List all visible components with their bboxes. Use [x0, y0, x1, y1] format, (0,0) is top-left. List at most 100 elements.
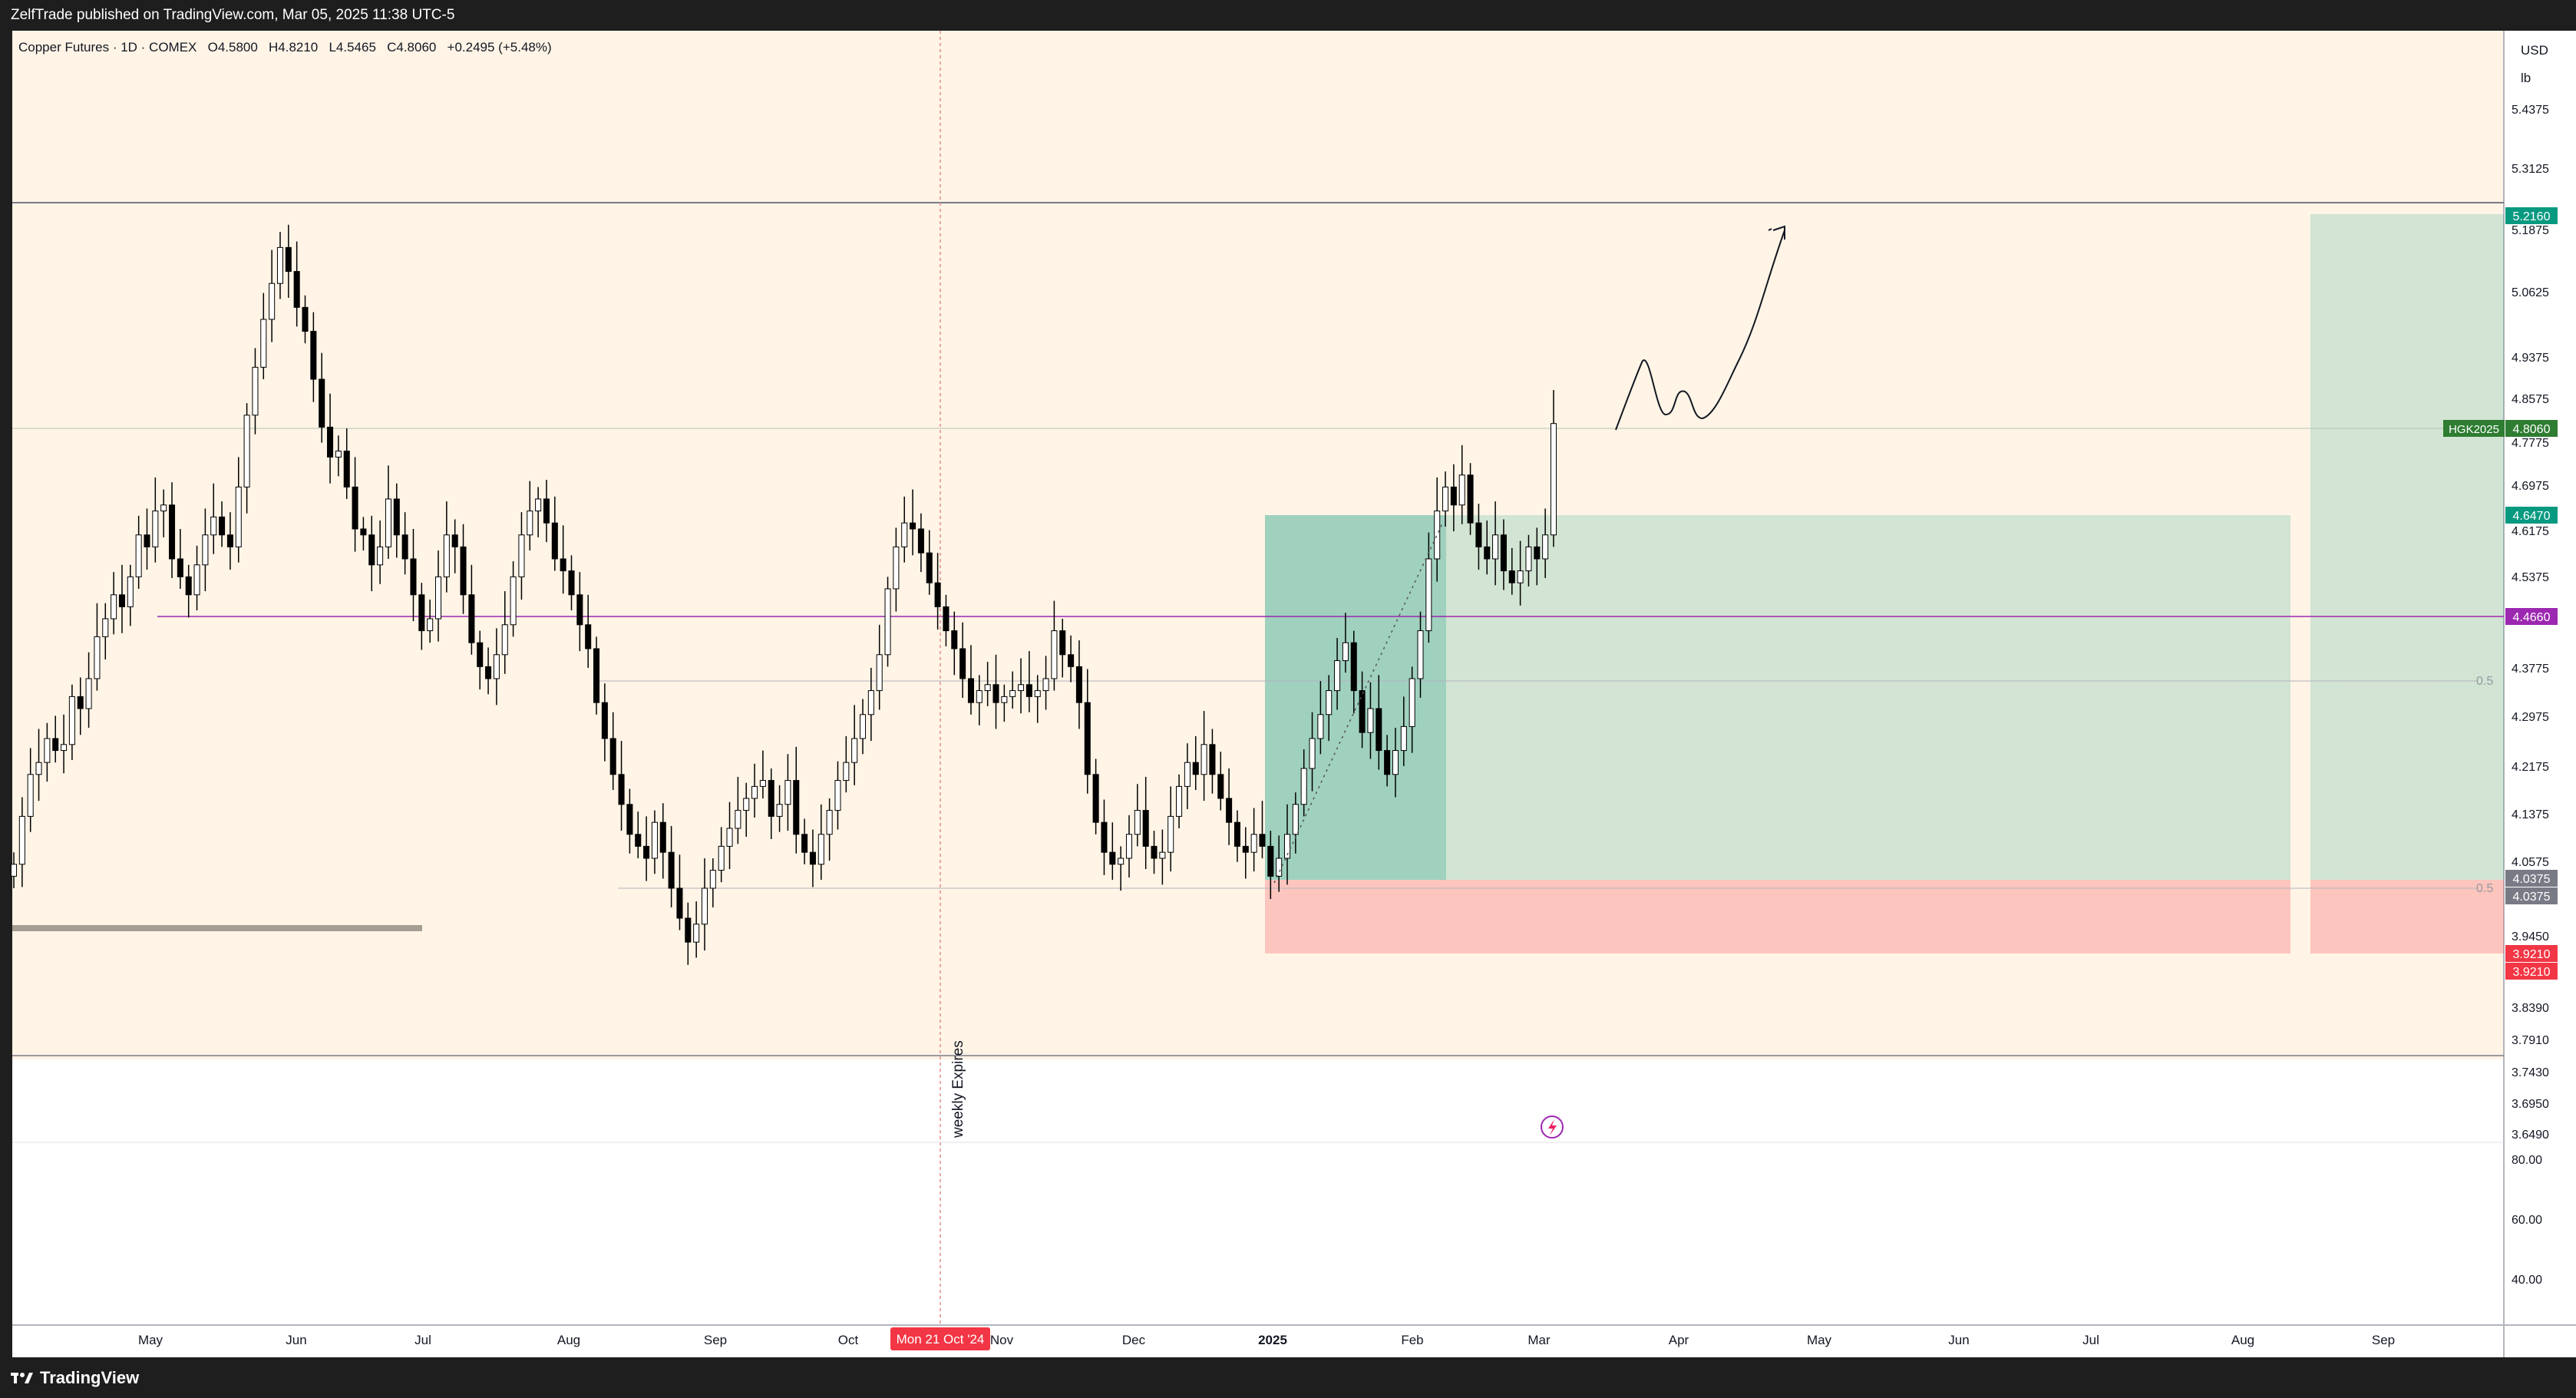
candle-body-117: [984, 684, 991, 692]
candle-body-185: [1550, 423, 1557, 536]
candle-body-118: [992, 684, 999, 703]
candle-body-22: [193, 564, 200, 596]
candle-body-9: [85, 678, 92, 709]
candle-body-103: [867, 690, 874, 716]
change-value: +0.2495 (+5.48%): [447, 40, 552, 55]
candle-body-126: [1059, 630, 1066, 656]
candle-body-71: [601, 702, 608, 739]
high-value: 4.8210: [278, 40, 319, 55]
price-tick-9: 4.5375: [2512, 571, 2549, 584]
gray-horizontal-ray[interactable]: [12, 925, 422, 931]
candle-body-64: [543, 498, 550, 524]
candle-body-88: [743, 798, 750, 811]
candle-body-5: [52, 738, 59, 752]
currency-label[interactable]: USD: [2521, 43, 2548, 58]
footer-bar: [0, 1357, 2576, 1398]
candle-body-1: [18, 815, 25, 865]
lower-pane-background: [12, 1059, 2504, 1325]
candle-body-109: [917, 528, 924, 554]
candle-body-23: [202, 534, 209, 566]
candle-body-164: [1376, 708, 1382, 752]
time-label-1: Jun: [286, 1333, 306, 1347]
unit-label[interactable]: lb: [2521, 71, 2531, 85]
symbol-name[interactable]: Copper Futures · 1D · COMEX: [18, 40, 197, 55]
price-label-bg-2: [2505, 507, 2558, 524]
candle-body-156: [1309, 738, 1316, 769]
candle-body-27: [235, 486, 242, 547]
price-tick-13: 4.1375: [2512, 808, 2549, 821]
candle-body-125: [1051, 630, 1058, 679]
candle-body-178: [1492, 534, 1499, 560]
candle-body-66: [560, 558, 566, 572]
candle-body-83: [701, 887, 708, 925]
time-cursor-label: Mon 21 Oct '24: [897, 1332, 985, 1347]
candle-body-93: [784, 780, 791, 805]
candle-body-143: [1200, 744, 1207, 775]
indicator-scale-ticks: 80.00 60.00 40.00: [2512, 1154, 2542, 1287]
chart-canvas[interactable]: 0.5 0.5 weekly Expires 5.4375 5.3125 5.187…: [0, 31, 2576, 1357]
candle-body-11: [102, 618, 109, 637]
candle-body-167: [1400, 725, 1407, 752]
time-label-14: Jul: [2082, 1333, 2099, 1347]
tradingview-brand[interactable]: TradingView: [11, 1368, 139, 1388]
candle-body-166: [1392, 750, 1399, 775]
candle-body-85: [718, 845, 725, 871]
candle-body-14: [127, 576, 134, 607]
candle-body-87: [735, 810, 741, 829]
candle-body-81: [685, 917, 692, 943]
candle-body-52: [443, 534, 450, 577]
price-label-bg-3: [2505, 608, 2558, 625]
long-position-2-loss-zone[interactable]: [2310, 880, 2504, 953]
price-label-bg-5: [2505, 887, 2558, 904]
chart-legend: Copper Futures · 1D · COMEX O4.5800 H4.8…: [18, 40, 552, 55]
price-tick-14: 4.0575: [2512, 856, 2549, 869]
candle-body-112: [943, 606, 949, 632]
candle-body-8: [77, 696, 84, 709]
candle-body-159: [1334, 660, 1341, 692]
candle-body-158: [1326, 690, 1333, 716]
candle-body-79: [668, 851, 675, 889]
candle-body-12: [111, 594, 117, 620]
price-tick-8: 4.6175: [2512, 525, 2549, 538]
candle-body-110: [926, 552, 933, 583]
candle-body-132: [1109, 851, 1116, 865]
candle-body-113: [951, 630, 958, 649]
indicator-tick-2: 40.00: [2512, 1274, 2542, 1287]
candle-body-133: [1118, 858, 1125, 865]
time-label-7: Dec: [1122, 1333, 1146, 1347]
candle-body-63: [535, 498, 542, 512]
candle-body-68: [576, 594, 583, 626]
projection-arrow-path[interactable]: [1615, 230, 1785, 431]
long-position-1-profit-zone[interactable]: [1265, 515, 2290, 880]
candle-body-114: [959, 648, 966, 679]
candle-body-135: [1134, 810, 1141, 835]
candle-body-104: [876, 654, 883, 692]
candle-body-15: [135, 534, 142, 577]
high-label: H: [268, 40, 279, 55]
fib-level-label: 0.5: [2476, 675, 2493, 688]
candle-body-176: [1475, 522, 1482, 547]
candle-body-150: [1259, 834, 1266, 847]
candle-body-153: [1283, 834, 1291, 859]
candle-body-161: [1350, 642, 1357, 692]
candle-body-155: [1300, 768, 1307, 805]
candle-body-131: [1101, 821, 1108, 853]
candle-body-146: [1226, 798, 1233, 823]
long-position-2-profit-zone[interactable]: [2310, 214, 2504, 880]
time-label-3: Aug: [557, 1333, 580, 1347]
price-label-0: 5.2160: [2513, 210, 2551, 223]
candle-body-141: [1184, 762, 1191, 787]
candle-body-75: [635, 834, 642, 847]
price-tick-2: 5.1875: [2512, 224, 2549, 237]
candle-body-55: [468, 594, 475, 643]
candle-body-99: [834, 780, 841, 811]
lightning-event-icon[interactable]: [1541, 1115, 1564, 1139]
long-position-1-loss-zone[interactable]: [1265, 880, 2290, 953]
candle-body-17: [152, 511, 159, 547]
candle-body-89: [751, 785, 758, 799]
candle-body-182: [1525, 546, 1532, 572]
candle-body-107: [901, 522, 908, 547]
candle-body-121: [1018, 684, 1025, 692]
candle-body-41: [352, 486, 358, 530]
price-tick-1: 5.3125: [2512, 163, 2549, 176]
